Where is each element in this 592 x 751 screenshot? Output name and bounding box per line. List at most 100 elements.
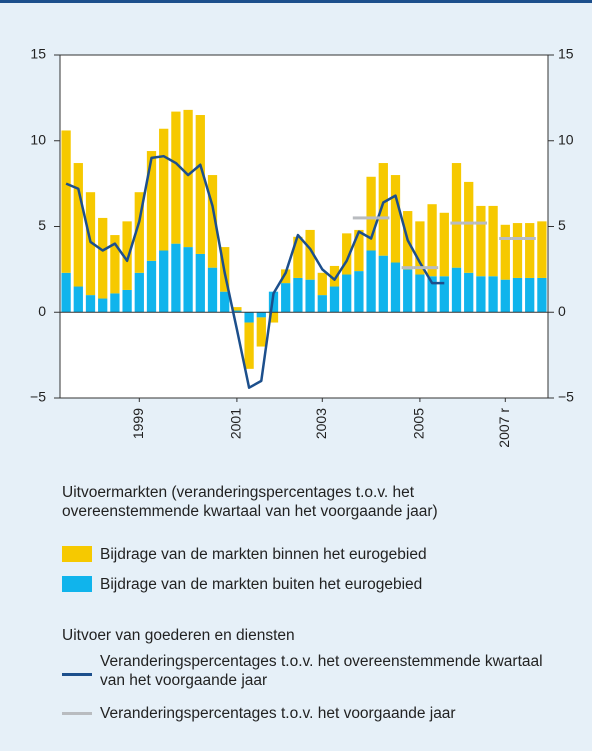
legend-note: Uitvoermarkten (veranderingspercentages … xyxy=(62,484,415,501)
bar xyxy=(390,262,401,313)
bar xyxy=(366,176,376,251)
y-tick-label: 10 xyxy=(30,131,46,147)
bar xyxy=(232,310,242,313)
y-tick-label: −5 xyxy=(30,389,46,405)
bar xyxy=(159,128,169,251)
bar xyxy=(134,272,144,313)
x-tick-label: 2003 xyxy=(313,408,329,439)
bar xyxy=(110,235,120,294)
y-tick-label: 15 xyxy=(30,46,46,62)
bar xyxy=(61,130,71,273)
bar xyxy=(500,224,510,280)
bar xyxy=(122,289,132,313)
y2-tick-label: 15 xyxy=(558,46,574,62)
bar xyxy=(342,274,352,313)
bar xyxy=(256,317,266,347)
line xyxy=(65,154,445,389)
top-rule xyxy=(0,0,592,3)
x-tick-label: 2001 xyxy=(228,408,244,439)
bar xyxy=(537,277,547,313)
bar xyxy=(232,307,242,311)
bar xyxy=(354,229,364,272)
bar xyxy=(220,291,230,313)
bar xyxy=(207,267,218,313)
bar xyxy=(195,115,205,254)
bar xyxy=(317,272,327,296)
bar xyxy=(268,312,279,323)
bar xyxy=(317,295,327,313)
bar xyxy=(146,151,157,261)
legend-line xyxy=(62,712,92,715)
bar xyxy=(488,205,498,277)
plot-frame xyxy=(59,54,549,399)
bar xyxy=(73,163,83,287)
bar xyxy=(293,277,303,313)
x-tick-label: 1999 xyxy=(130,408,146,439)
bar xyxy=(281,283,291,313)
bar xyxy=(390,175,401,263)
bar xyxy=(451,163,462,268)
bar xyxy=(159,250,169,313)
bar xyxy=(244,312,254,323)
plot-area xyxy=(60,55,548,398)
bar xyxy=(342,233,352,275)
legend-entry: Veranderingspercentages t.o.v. het overe… xyxy=(100,653,543,689)
bar xyxy=(525,277,535,313)
bar xyxy=(98,298,108,313)
bar xyxy=(427,204,437,277)
y-tick-label: 0 xyxy=(38,303,46,319)
y-tick-label: 5 xyxy=(38,217,46,233)
bar xyxy=(195,253,205,313)
bar xyxy=(281,269,291,284)
legend-swatch xyxy=(62,576,92,592)
bar xyxy=(73,286,83,313)
bar xyxy=(378,163,388,256)
chart: −5 0 5 10 15 −5 0 5 10 15 1999 2001 2003 2005 2007 r xyxy=(30,46,574,448)
bar xyxy=(110,293,120,313)
bar xyxy=(427,276,437,313)
bar xyxy=(512,277,523,313)
legend-line xyxy=(62,673,92,676)
bar xyxy=(354,271,364,313)
bar xyxy=(537,221,547,278)
bar xyxy=(525,223,535,278)
bar xyxy=(476,205,486,277)
bar xyxy=(171,111,181,244)
bar xyxy=(464,272,474,313)
y2-tick-label: 5 xyxy=(558,217,566,233)
bar xyxy=(439,212,449,277)
legend-swatch xyxy=(62,546,92,562)
bar xyxy=(464,181,474,273)
y2-tick-label: 10 xyxy=(558,131,574,147)
bar xyxy=(305,229,315,280)
bar xyxy=(85,192,96,296)
bar xyxy=(451,267,462,313)
bar xyxy=(171,243,181,313)
legend-heading: Uitvoer van goederen en diensten xyxy=(62,627,295,644)
legend-entry: Veranderingspercentages t.o.v. het voorg… xyxy=(100,705,456,722)
bar xyxy=(476,276,486,313)
bar xyxy=(256,312,266,318)
legend-entry: Bijdrage van de markten binnen het eurog… xyxy=(100,546,427,563)
bar xyxy=(415,221,425,275)
x-tick-label: 2005 xyxy=(411,408,427,439)
x-tick-label: 2007 r xyxy=(496,408,512,448)
bar xyxy=(403,269,413,313)
bar xyxy=(293,236,303,278)
bar xyxy=(329,265,340,287)
bar xyxy=(122,221,132,290)
bar xyxy=(85,295,96,313)
bar xyxy=(366,250,376,313)
legend-entry: Bijdrage van de markten buiten het eurog… xyxy=(100,576,423,593)
legend-note: overeenstemmende kwartaal van het voorga… xyxy=(62,503,438,520)
bar xyxy=(305,279,315,313)
bar xyxy=(61,272,71,313)
bar xyxy=(183,109,193,248)
bar xyxy=(500,279,510,313)
bar xyxy=(244,322,254,369)
bar xyxy=(207,175,218,268)
y2-tick-label: −5 xyxy=(558,389,574,405)
bar xyxy=(329,286,340,313)
bar xyxy=(183,247,193,313)
